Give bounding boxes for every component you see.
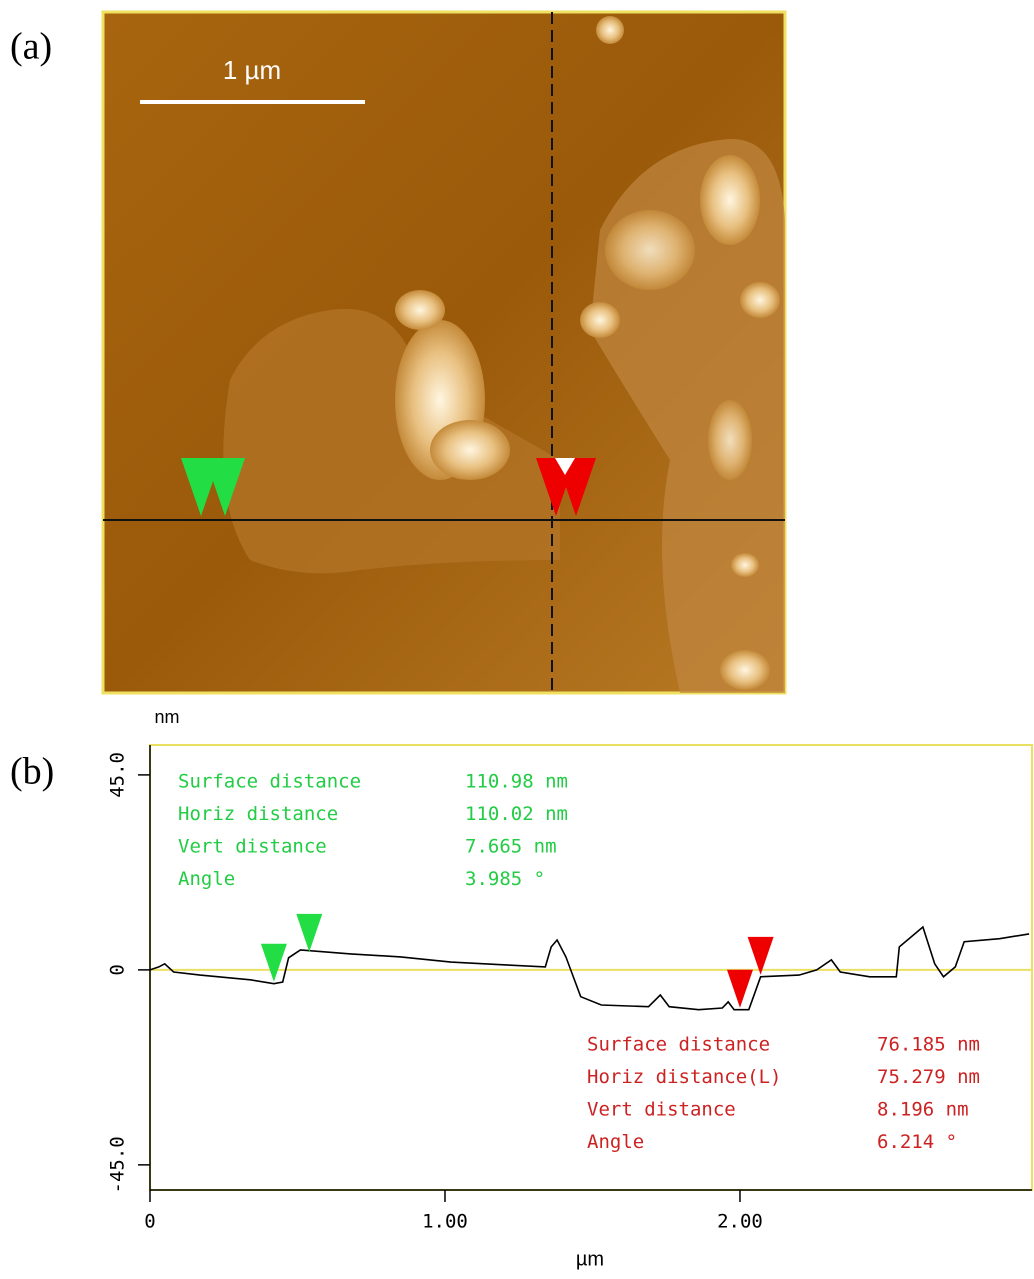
- afm-image: [103, 12, 785, 693]
- y-tick-label: 0: [107, 964, 129, 975]
- measurement-label: Surface distance: [178, 771, 361, 793]
- measurement-label: Surface distance: [587, 1034, 770, 1056]
- measurement-value: 110.02 nm: [465, 803, 568, 825]
- measurement-value: 110.98 nm: [465, 771, 568, 793]
- measurement-value: 75.279 nm: [877, 1066, 980, 1088]
- measurement-value: 7.665 nm: [465, 836, 557, 858]
- measurement-label: Horiz distance(L): [587, 1066, 781, 1088]
- cursor-marker: [261, 944, 287, 982]
- cursor-marker: [296, 914, 322, 952]
- y-tick-label: -45.0: [107, 1136, 129, 1193]
- measurement-value: 8.196 nm: [877, 1099, 969, 1121]
- profile-line: [150, 927, 1029, 1010]
- measurement-label: Vert distance: [587, 1099, 736, 1121]
- measurement-value: 6.214 °: [877, 1131, 957, 1153]
- measurement-value: 76.185 nm: [877, 1034, 980, 1056]
- x-tick-label: 2.00: [717, 1211, 763, 1233]
- panel-label: (b): [10, 751, 54, 793]
- scale-bar-label: 1 µm: [223, 55, 281, 85]
- x-tick-label: 0: [144, 1211, 155, 1233]
- y-axis-label: nm: [154, 707, 179, 727]
- measurement-label: Horiz distance: [178, 803, 338, 825]
- measurement-label: Angle: [178, 868, 235, 890]
- measurement-value: 3.985 °: [465, 868, 545, 890]
- figure: (a) (b) 1 µm 45.0 0 -45.0 0 1.00 2.00 nm µm Surf…: [0, 0, 1034, 1274]
- page: {"panel_labels": ["(a)", "(b)"], "image"…: [0, 0, 1034, 1274]
- measurement-label: Vert distance: [178, 836, 327, 858]
- x-tick-label: 1.00: [422, 1211, 468, 1233]
- panel-label: (a): [10, 26, 52, 68]
- cursor-marker: [727, 970, 753, 1008]
- y-tick-label: 45.0: [107, 752, 129, 798]
- x-axis-label: µm: [576, 1248, 604, 1270]
- measurement-label: Angle: [587, 1131, 644, 1153]
